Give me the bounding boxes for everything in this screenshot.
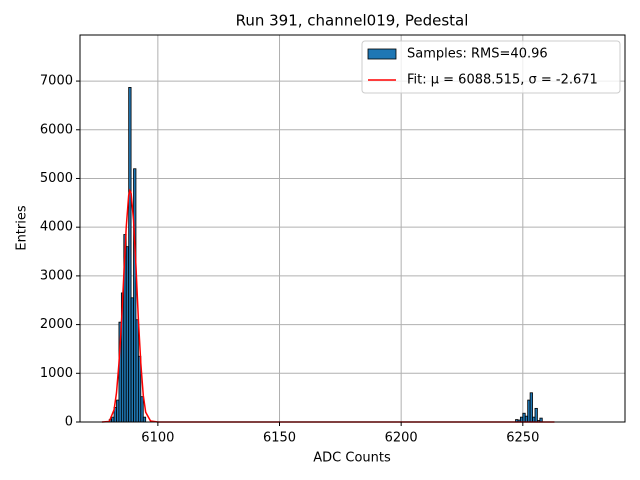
- x-tick-label: 6250: [506, 431, 539, 446]
- legend: Samples: RMS=40.96 Fit: μ = 6088.515, σ =…: [361, 40, 621, 94]
- y-tick-label: 5000: [40, 171, 73, 186]
- legend-label: Samples: RMS=40.96: [407, 47, 548, 62]
- fit-line: [101, 188, 555, 423]
- y-tick-label: 7000: [40, 74, 73, 89]
- y-tick-label: 4000: [40, 220, 73, 235]
- marks: [101, 87, 555, 423]
- x-tick-label: 6100: [141, 431, 174, 446]
- x-tick-label: 6200: [385, 431, 418, 446]
- histogram-bar: [534, 407, 538, 423]
- y-tick-label: 1000: [40, 366, 73, 381]
- axes-frame: [79, 34, 626, 423]
- y-tick-label: 6000: [40, 122, 73, 137]
- legend-label: Fit: μ = 6088.515, σ = -2.671: [407, 73, 598, 88]
- legend-box: [361, 40, 621, 94]
- x-axis-label: ADC Counts: [313, 451, 391, 466]
- y-tick-label: 3000: [40, 268, 73, 283]
- grid: [80, 35, 625, 423]
- x-tick-label: 6150: [263, 431, 296, 446]
- legend-swatch: [367, 48, 397, 60]
- y-tick-label: 0: [65, 415, 73, 430]
- histogram-bar: [142, 416, 147, 423]
- y-tick-label: 2000: [40, 317, 73, 332]
- chart-title: Run 391, channel019, Pedestal: [236, 12, 469, 30]
- y-axis-label: Entries: [15, 205, 30, 251]
